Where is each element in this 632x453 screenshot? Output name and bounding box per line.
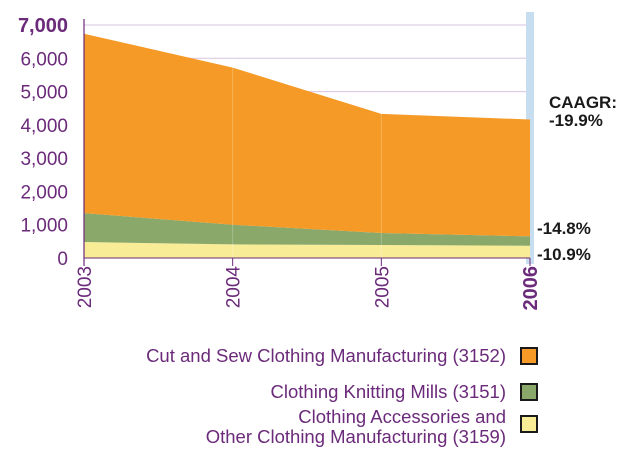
y-tick-label: 0 (57, 249, 68, 270)
x-tick-label: 2004 (224, 266, 245, 309)
y-tick-label: 7,000 (18, 15, 68, 37)
area-series (84, 25, 530, 258)
legend-swatch (520, 347, 538, 365)
y-tick-label: 2,000 (20, 182, 68, 203)
legend-label: Clothing Knitting Mills (3151) (271, 381, 506, 402)
caagr-annotation-cut-sew: CAAGR: (549, 93, 617, 112)
caagr-annotation-cut-sew: -19.9% (549, 111, 603, 130)
y-tick-label: 6,000 (20, 49, 68, 70)
caagr-annotation-knitting: -14.8% (537, 219, 591, 238)
x-tick-label: 2003 (75, 266, 96, 308)
y-tick-label: 5,000 (20, 83, 68, 104)
legend-label: Clothing Accessories and (298, 406, 506, 427)
y-tick-label: 1,000 (20, 216, 68, 237)
x-tick-label: 2005 (372, 266, 393, 308)
area-series-2 (84, 213, 530, 246)
annotations: -10.9% -14.8% CAAGR:-19.9% (537, 93, 617, 264)
legend-swatch (520, 383, 538, 401)
area-series-3 (84, 33, 530, 237)
legend-label: Cut and Sew Clothing Manufacturing (3152… (146, 345, 506, 366)
y-tick-label: 4,000 (20, 116, 68, 137)
y-tick-label: 3,000 (20, 149, 68, 170)
legend: Cut and Sew Clothing Manufacturing (3152… (146, 345, 538, 447)
x-tick-label: 2006 (520, 266, 542, 311)
axes: 0 1,000 2,000 3,000 4,000 5,000 6,000 7,000 2003… (18, 15, 542, 311)
caagr-annotation-accessories: -10.9% (537, 245, 591, 264)
legend-swatch (520, 415, 538, 433)
legend-label: Other Clothing Manufacturing (3159) (206, 426, 506, 447)
area-series-1 (84, 242, 530, 258)
